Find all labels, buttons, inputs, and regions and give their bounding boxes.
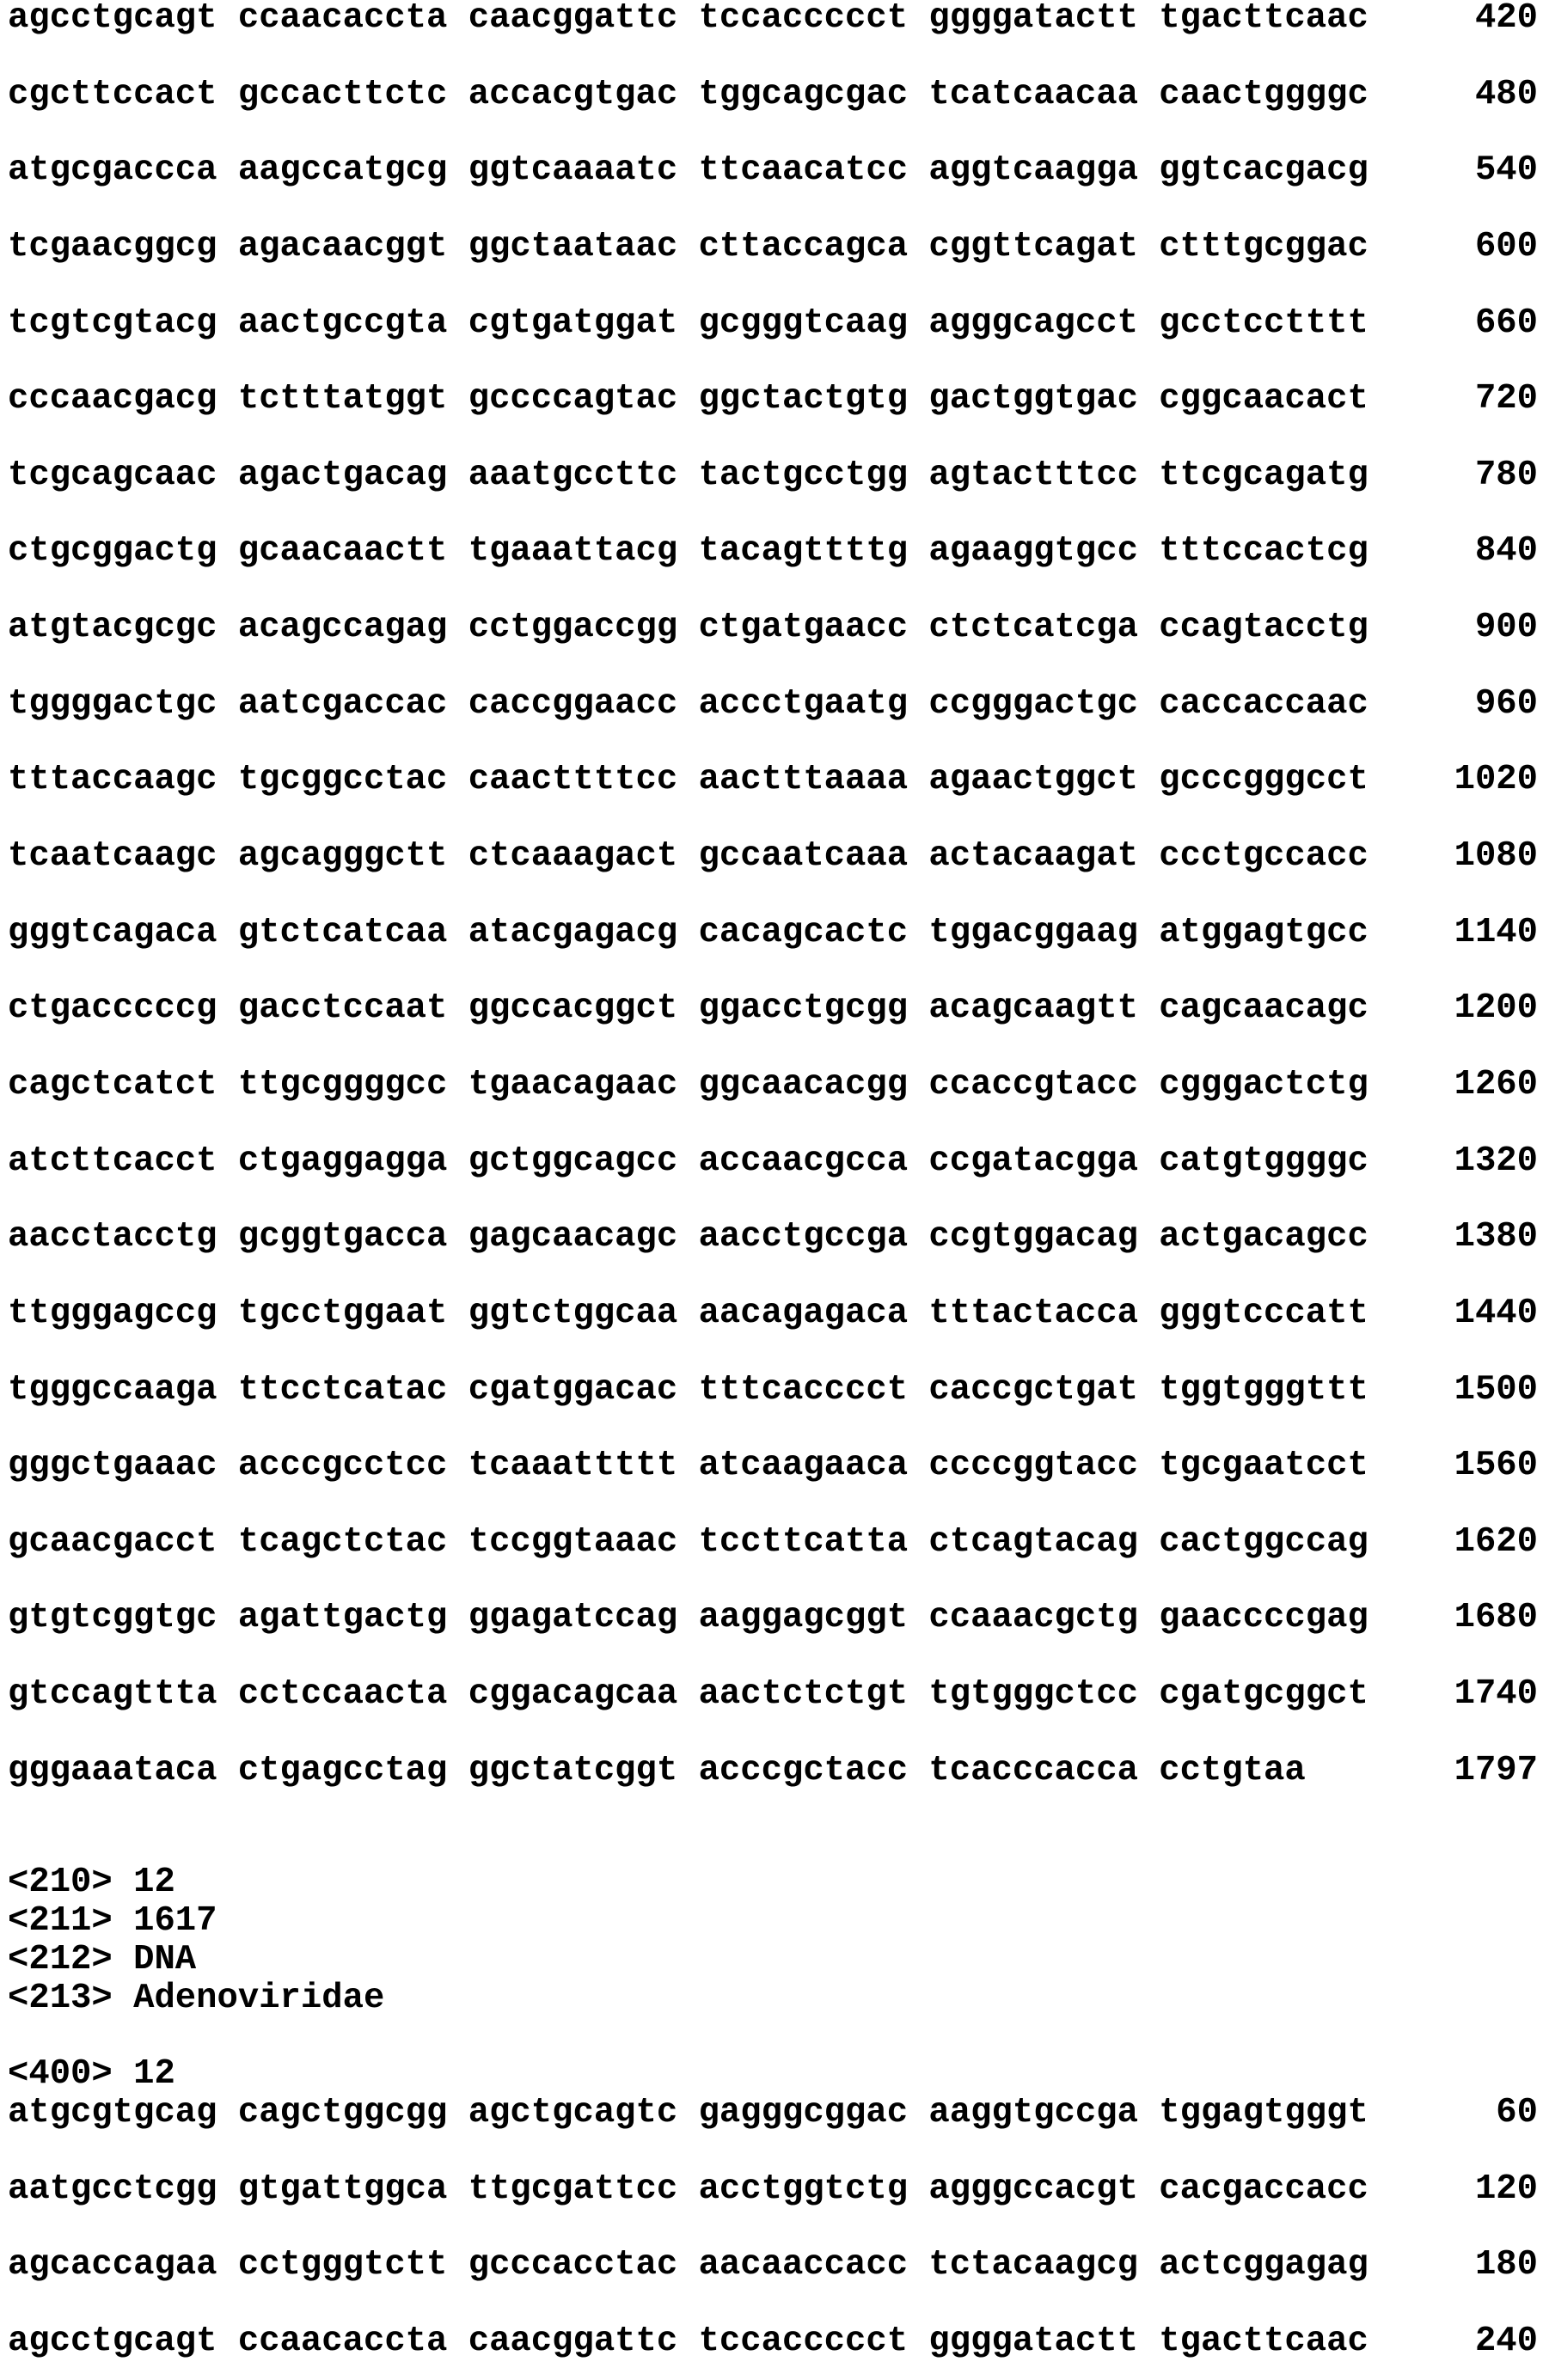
sequence-entry-header: <210> 12 <211> 1617 <212> DNA <213> Aden… xyxy=(8,1863,1538,2018)
sequence-row: atcttcacct ctgaggagga gctggcagcc accaacg… xyxy=(8,1123,1538,1200)
position-number: 60 xyxy=(1496,2075,1538,2151)
sequence-text: gtgtcggtgc agattgactg ggagatccag aaggagc… xyxy=(8,1580,1368,1656)
sequence-text: tgggccaaga ttcctcatac cgatggacac tttcacc… xyxy=(8,1352,1368,1429)
sequence-text: cagctcatct ttgcggggcc tgaacagaac ggcaaca… xyxy=(8,1047,1368,1123)
sequence-text: ttgggagccg tgcctggaat ggtctggcaa aacagag… xyxy=(8,1276,1368,1352)
sequence-row: tcgtcgtacg aactgccgta cgtgatggat gcgggtc… xyxy=(8,285,1538,362)
sequence-text: gggaaataca ctgagcctag ggctatcggt acccgct… xyxy=(8,1733,1306,1809)
sequence-row: atgtacgcgc acagccagag cctggaccgg ctgatga… xyxy=(8,590,1538,666)
position-number: 1320 xyxy=(1454,1123,1538,1200)
position-number: 960 xyxy=(1475,666,1538,743)
sequence-row: tcgcagcaac agactgacag aaatgccttc tactgcc… xyxy=(8,437,1538,514)
sequence-row: ctgcggactg gcaacaactt tgaaattacg tacagtt… xyxy=(8,513,1538,590)
sequence-text: tcgtcgtacg aactgccgta cgtgatggat gcgggtc… xyxy=(8,285,1368,362)
sequence-row: tgggccaaga ttcctcatac cgatggacac tttcacc… xyxy=(8,1352,1538,1429)
position-number: 720 xyxy=(1475,361,1538,437)
position-number: 120 xyxy=(1475,2151,1538,2228)
sequence-text: gcaacgacct tcagctctac tccggtaaac tccttca… xyxy=(8,1504,1368,1581)
sequence-text: ctgacccccg gacctccaat ggccacggct ggacctg… xyxy=(8,970,1368,1047)
sequence-text: cgcttccact gccacttctc accacgtgac tggcagc… xyxy=(8,57,1368,133)
sequence-row: aacctacctg gcggtgacca gagcaacagc aacctgc… xyxy=(8,1199,1538,1276)
sequence-text: ctgcggactg gcaacaactt tgaaattacg tacagtt… xyxy=(8,513,1368,590)
sequence-row: ctgacccccg gacctccaat ggccacggct ggacctg… xyxy=(8,970,1538,1047)
sequence-row: agcctgcagt ccaacaccta caacggattc tccaccc… xyxy=(8,2304,1538,2380)
sequence-row: tcgaacggcg agacaacggt ggctaataac cttacca… xyxy=(8,209,1538,285)
sequence-row: atgcgaccca aagccatgcg ggtcaaaatc ttcaaca… xyxy=(8,132,1538,209)
sequence-text: aacctacctg gcggtgacca gagcaacagc aacctgc… xyxy=(8,1199,1368,1276)
position-number: 1797 xyxy=(1454,1733,1538,1809)
sequence-text: agcctgcagt ccaacaccta caacggattc tccaccc… xyxy=(8,2304,1368,2380)
sequence-row: gggtcagaca gtctcatcaa atacgagacg cacagca… xyxy=(8,895,1538,971)
field-213-organism: <213> Adenoviridae xyxy=(8,1979,1538,2018)
sequence-text: agcaccagaa cctgggtctt gcccacctac aacaacc… xyxy=(8,2227,1368,2304)
sequence-text: tggggactgc aatcgaccac caccggaacc accctga… xyxy=(8,666,1368,743)
position-number: 1080 xyxy=(1454,818,1538,895)
field-210-seq-id: <210> 12 xyxy=(8,1863,1538,1902)
position-number: 1680 xyxy=(1454,1580,1538,1656)
position-number: 480 xyxy=(1475,57,1538,133)
position-number: 660 xyxy=(1475,285,1538,362)
sequence-row: atgcgtgcag cagctggcgg agctgcagtc gagggcg… xyxy=(8,2075,1538,2151)
sequence-text: atgtacgcgc acagccagag cctggaccgg ctgatga… xyxy=(8,590,1368,666)
position-number: 1500 xyxy=(1454,1352,1538,1429)
position-number: 1200 xyxy=(1454,970,1538,1047)
position-number: 1440 xyxy=(1454,1276,1538,1352)
sequence-row: gtccagttta cctccaacta cggacagcaa aactctc… xyxy=(8,1656,1538,1733)
sequence-row: aatgcctcgg gtgattggca ttgcgattcc acctggt… xyxy=(8,2151,1538,2228)
sequence-row: gggctgaaac acccgcctcc tcaaattttt atcaaga… xyxy=(8,1428,1538,1504)
position-number: 1260 xyxy=(1454,1047,1538,1123)
sequence-row: gcaacgacct tcagctctac tccggtaaac tccttca… xyxy=(8,1504,1538,1581)
sequence-row: cagctcatct ttgcggggcc tgaacagaac ggcaaca… xyxy=(8,1047,1538,1123)
sequence-block-12: atgcgtgcag cagctggcgg agctgcagtc gagggcg… xyxy=(8,2075,1538,2380)
sequence-text: tttaccaagc tgcggcctac caacttttcc aacttta… xyxy=(8,742,1368,818)
position-number: 900 xyxy=(1475,590,1538,666)
sequence-row: cccaacgacg tctttatggt gccccagtac ggctact… xyxy=(8,361,1538,437)
position-number: 600 xyxy=(1475,209,1538,285)
field-211-length: <211> 1617 xyxy=(8,1902,1538,1941)
sequence-row: gtgtcggtgc agattgactg ggagatccag aaggagc… xyxy=(8,1580,1538,1656)
sequence-text: agcctgcagt ccaacaccta caacggattc tccaccc… xyxy=(8,0,1368,57)
sequence-text: atcttcacct ctgaggagga gctggcagcc accaacg… xyxy=(8,1123,1368,1200)
sequence-row: tggggactgc aatcgaccac caccggaacc accctga… xyxy=(8,666,1538,743)
sequence-text: gtccagttta cctccaacta cggacagcaa aactctc… xyxy=(8,1656,1368,1733)
sequence-text: tcgcagcaac agactgacag aaatgccttc tactgcc… xyxy=(8,437,1368,514)
sequence-row: agcctgcagt ccaacaccta caacggattc tccaccc… xyxy=(8,0,1538,57)
position-number: 1740 xyxy=(1454,1656,1538,1733)
position-number: 420 xyxy=(1475,0,1538,57)
sequence-text: cccaacgacg tctttatggt gccccagtac ggctact… xyxy=(8,361,1368,437)
sequence-text: atgcgaccca aagccatgcg ggtcaaaatc ttcaaca… xyxy=(8,132,1368,209)
sequence-text: tcgaacggcg agacaacggt ggctaataac cttacca… xyxy=(8,209,1368,285)
sequence-text: atgcgtgcag cagctggcgg agctgcagtc gagggcg… xyxy=(8,2075,1368,2151)
position-number: 1020 xyxy=(1454,742,1538,818)
sequence-row: cgcttccact gccacttctc accacgtgac tggcagc… xyxy=(8,57,1538,133)
position-number: 1380 xyxy=(1454,1199,1538,1276)
position-number: 540 xyxy=(1475,132,1538,209)
position-number: 240 xyxy=(1475,2304,1538,2380)
position-number: 180 xyxy=(1475,2227,1538,2304)
sequence-text: gggctgaaac acccgcctcc tcaaattttt atcaaga… xyxy=(8,1428,1368,1504)
sequence-row: ttgggagccg tgcctggaat ggtctggcaa aacagag… xyxy=(8,1276,1538,1352)
position-number: 840 xyxy=(1475,513,1538,590)
sequence-block-continued: agcctgcagt ccaacaccta caacggattc tccaccc… xyxy=(8,0,1538,1808)
sequence-text: tcaatcaagc agcagggctt ctcaaagact gccaatc… xyxy=(8,818,1368,895)
sequence-row: tcaatcaagc agcagggctt ctcaaagact gccaatc… xyxy=(8,818,1538,895)
position-number: 1560 xyxy=(1454,1428,1538,1504)
position-number: 1140 xyxy=(1454,895,1538,971)
sequence-row: tttaccaagc tgcggcctac caacttttcc aacttta… xyxy=(8,742,1538,818)
position-number: 780 xyxy=(1475,437,1538,514)
sequence-text: gggtcagaca gtctcatcaa atacgagacg cacagca… xyxy=(8,895,1368,971)
sequence-row: gggaaataca ctgagcctag ggctatcggt acccgct… xyxy=(8,1733,1538,1809)
sequence-row: agcaccagaa cctgggtctt gcccacctac aacaacc… xyxy=(8,2227,1538,2304)
field-212-type: <212> DNA xyxy=(8,1941,1538,1979)
sequence-text: aatgcctcgg gtgattggca ttgcgattcc acctggt… xyxy=(8,2151,1368,2228)
position-number: 1620 xyxy=(1454,1504,1538,1581)
